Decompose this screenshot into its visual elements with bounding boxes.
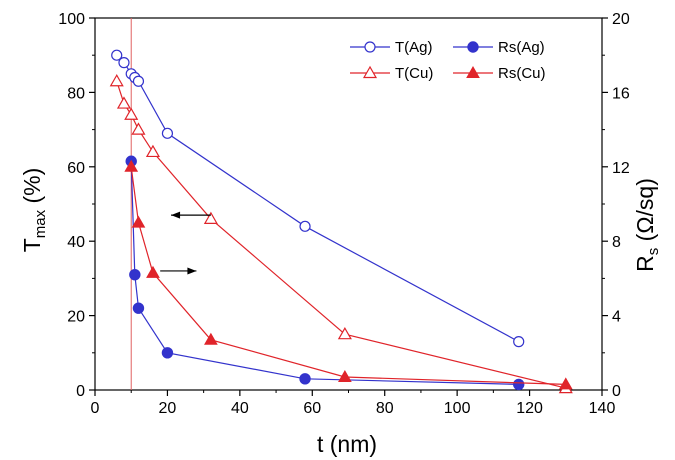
- series-rs-cu: [124, 159, 573, 390]
- data-point-t-cu: [124, 107, 139, 120]
- x-tick-label: 0: [91, 400, 100, 417]
- arrow-right-head: [187, 267, 197, 275]
- series-t-cu: [109, 74, 573, 394]
- annotations: [160, 211, 211, 275]
- series-line-rs-cu: [130, 166, 566, 385]
- data-point-rs-ag: [129, 268, 141, 281]
- data-point-rs-ag: [513, 378, 525, 391]
- legend-item-rs-ag: Rs(Ag): [453, 39, 545, 56]
- legend-label: Rs(Ag): [498, 39, 545, 56]
- y-right-tick-label: 4: [612, 309, 621, 326]
- y-left-tick-label: 80: [67, 85, 85, 102]
- data-point-rs-cu: [131, 215, 146, 228]
- tick-marks: [89, 17, 608, 396]
- arrow-left-head: [171, 211, 181, 219]
- series-t-ag: [111, 49, 525, 348]
- legend: T(Ag) Rs(Ag) T(Cu) Rs(Cu): [350, 39, 546, 82]
- y-left-tick-label: 100: [58, 11, 85, 28]
- data-point-t-ag: [161, 127, 174, 139]
- series-layer: [109, 49, 573, 394]
- legend-item-t-cu: T(Cu): [350, 65, 433, 82]
- data-point-t-ag: [513, 336, 525, 348]
- y-right-title-sub: s: [645, 248, 662, 256]
- x-tick-label: 100: [444, 400, 471, 417]
- data-point-rs-ag: [299, 373, 311, 385]
- y-left-title-main: T: [19, 238, 45, 252]
- legend-marker: [466, 65, 480, 78]
- data-point-t-cu: [131, 122, 146, 135]
- data-point-t-cu: [145, 144, 160, 158]
- data-point-t-ag: [118, 57, 130, 69]
- legend-item-t-ag: T(Ag): [350, 39, 433, 56]
- legend-label: Rs(Cu): [498, 65, 546, 82]
- data-point-t-cu: [116, 96, 132, 109]
- data-point-rs-cu: [146, 265, 160, 278]
- data-point-t-ag: [299, 220, 311, 232]
- x-axis-title: t (nm): [317, 431, 377, 457]
- data-point-t-cu: [203, 211, 218, 224]
- y-left-tick-label: 20: [67, 309, 85, 326]
- y-left-tick-label: 40: [67, 234, 85, 251]
- series-rs-ag: [125, 155, 525, 391]
- x-tick-label: 40: [231, 400, 249, 417]
- y-left-title-tail: (%): [19, 168, 45, 210]
- data-point-t-cu: [337, 326, 352, 340]
- data-point-rs-cu: [558, 377, 573, 390]
- data-point-rs-cu: [204, 332, 218, 345]
- x-tick-label: 80: [376, 400, 394, 417]
- y-right-tick-label: 12: [612, 160, 630, 177]
- data-point-rs-ag: [161, 347, 174, 359]
- x-tick-label: 20: [159, 400, 177, 417]
- data-point-t-ag: [132, 75, 145, 87]
- data-point-rs-cu: [338, 369, 352, 382]
- y-right-tick-label: 16: [612, 85, 630, 102]
- data-point-t-cu: [109, 74, 124, 87]
- data-point-t-ag: [111, 49, 123, 61]
- legend-marker: [467, 41, 479, 53]
- legend-label: T(Ag): [395, 39, 433, 56]
- y-left-title-sub: max: [32, 209, 49, 238]
- data-point-rs-cu: [124, 159, 139, 172]
- y-right-tick-label: 8: [612, 234, 621, 251]
- legend-item-rs-cu: Rs(Cu): [453, 65, 546, 82]
- y-left-tick-label: 60: [67, 160, 85, 177]
- data-point-rs-ag: [132, 302, 145, 314]
- x-tick-label: 120: [516, 400, 543, 417]
- y-axis-left-title: Tmax (%): [19, 168, 49, 253]
- y-right-title-tail: (Ω/sq): [632, 178, 658, 248]
- y-right-tick-label: 0: [612, 383, 621, 400]
- series-line-t-ag: [116, 54, 519, 343]
- series-line-t-cu: [116, 81, 566, 389]
- y-axis-right-title: Rs (Ω/sq): [632, 178, 662, 272]
- y-right-title-main: R: [632, 255, 658, 272]
- legend-marker: [364, 41, 376, 53]
- legend-label: T(Cu): [395, 65, 433, 82]
- x-tick-label: 60: [303, 400, 321, 417]
- y-right-tick-label: 20: [612, 11, 630, 28]
- y-left-tick-label: 0: [76, 383, 85, 400]
- x-tick-label: 140: [589, 400, 616, 417]
- legend-marker: [362, 65, 378, 79]
